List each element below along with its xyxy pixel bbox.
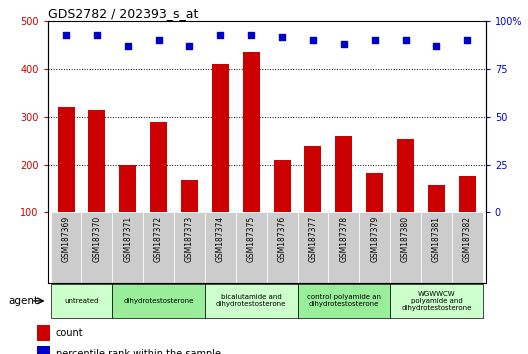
Point (185, 43, 194, 49)
Text: percentile rank within the sample: percentile rank within the sample (56, 349, 221, 354)
Bar (212, 64, 229, 212)
Text: GSM187370: GSM187370 (92, 216, 101, 262)
Bar (119, 165, 136, 212)
Bar (305, 147, 322, 212)
Point (154, 38, 163, 43)
Bar (51, 212, 81, 283)
Text: GSM187381: GSM187381 (432, 216, 441, 262)
Bar (205, 284, 297, 318)
Bar (81, 212, 112, 283)
Text: WGWWCW
polyamide and
dihydrotestosterone: WGWWCW polyamide and dihydrotestosterone (401, 291, 472, 311)
Point (247, 32, 256, 38)
Point (62, 32, 70, 38)
Point (340, 41, 348, 47)
Point (216, 32, 224, 38)
Bar (459, 176, 476, 212)
Text: GSM187376: GSM187376 (278, 216, 287, 262)
Bar (328, 212, 359, 283)
Bar (174, 212, 205, 283)
Text: GSM187372: GSM187372 (154, 216, 163, 262)
Bar (88, 110, 106, 212)
Text: GDS2782 / 202393_s_at: GDS2782 / 202393_s_at (48, 7, 198, 20)
Point (401, 38, 410, 43)
Bar (112, 212, 143, 283)
Bar (359, 212, 390, 283)
Bar (335, 136, 352, 212)
Bar (58, 107, 74, 212)
Bar (37, 346, 50, 354)
Text: GSM187378: GSM187378 (340, 216, 348, 262)
Text: count: count (56, 328, 83, 338)
Text: GSM187382: GSM187382 (463, 216, 472, 262)
Text: dihydrotestosterone: dihydrotestosterone (124, 298, 194, 304)
Text: GSM187373: GSM187373 (185, 216, 194, 262)
Bar (428, 185, 445, 212)
Text: GSM187374: GSM187374 (216, 216, 225, 262)
Text: GSM187380: GSM187380 (401, 216, 410, 262)
Bar (397, 139, 414, 212)
Text: GSM187377: GSM187377 (308, 216, 317, 262)
Bar (452, 212, 483, 283)
Text: agent: agent (8, 296, 38, 306)
Point (309, 38, 317, 43)
Bar (366, 173, 383, 212)
Bar (143, 212, 174, 283)
Point (463, 38, 472, 43)
Text: untreated: untreated (64, 298, 99, 304)
Bar (51, 284, 112, 318)
Text: bicalutamide and
dihydrotestosterone: bicalutamide and dihydrotestosterone (216, 295, 286, 307)
Bar (243, 52, 260, 212)
Point (371, 38, 379, 43)
Bar (297, 212, 328, 283)
Point (278, 34, 286, 39)
Bar (236, 212, 267, 283)
Bar (150, 122, 167, 212)
Text: control polyamide an
dihydrotestosterone: control polyamide an dihydrotestosterone (307, 295, 381, 307)
Bar (112, 284, 205, 318)
Point (432, 43, 440, 49)
Bar (37, 325, 50, 341)
Bar (181, 181, 198, 212)
Text: GSM187369: GSM187369 (62, 216, 71, 262)
Bar (274, 160, 290, 212)
Bar (297, 284, 390, 318)
Bar (267, 212, 297, 283)
Text: GSM187375: GSM187375 (247, 216, 256, 262)
Bar (205, 212, 236, 283)
Point (124, 43, 132, 49)
Bar (390, 284, 483, 318)
Bar (421, 212, 452, 283)
Text: GSM187379: GSM187379 (370, 216, 379, 262)
Bar (390, 212, 421, 283)
Text: GSM187371: GSM187371 (123, 216, 132, 262)
Point (93, 32, 101, 38)
